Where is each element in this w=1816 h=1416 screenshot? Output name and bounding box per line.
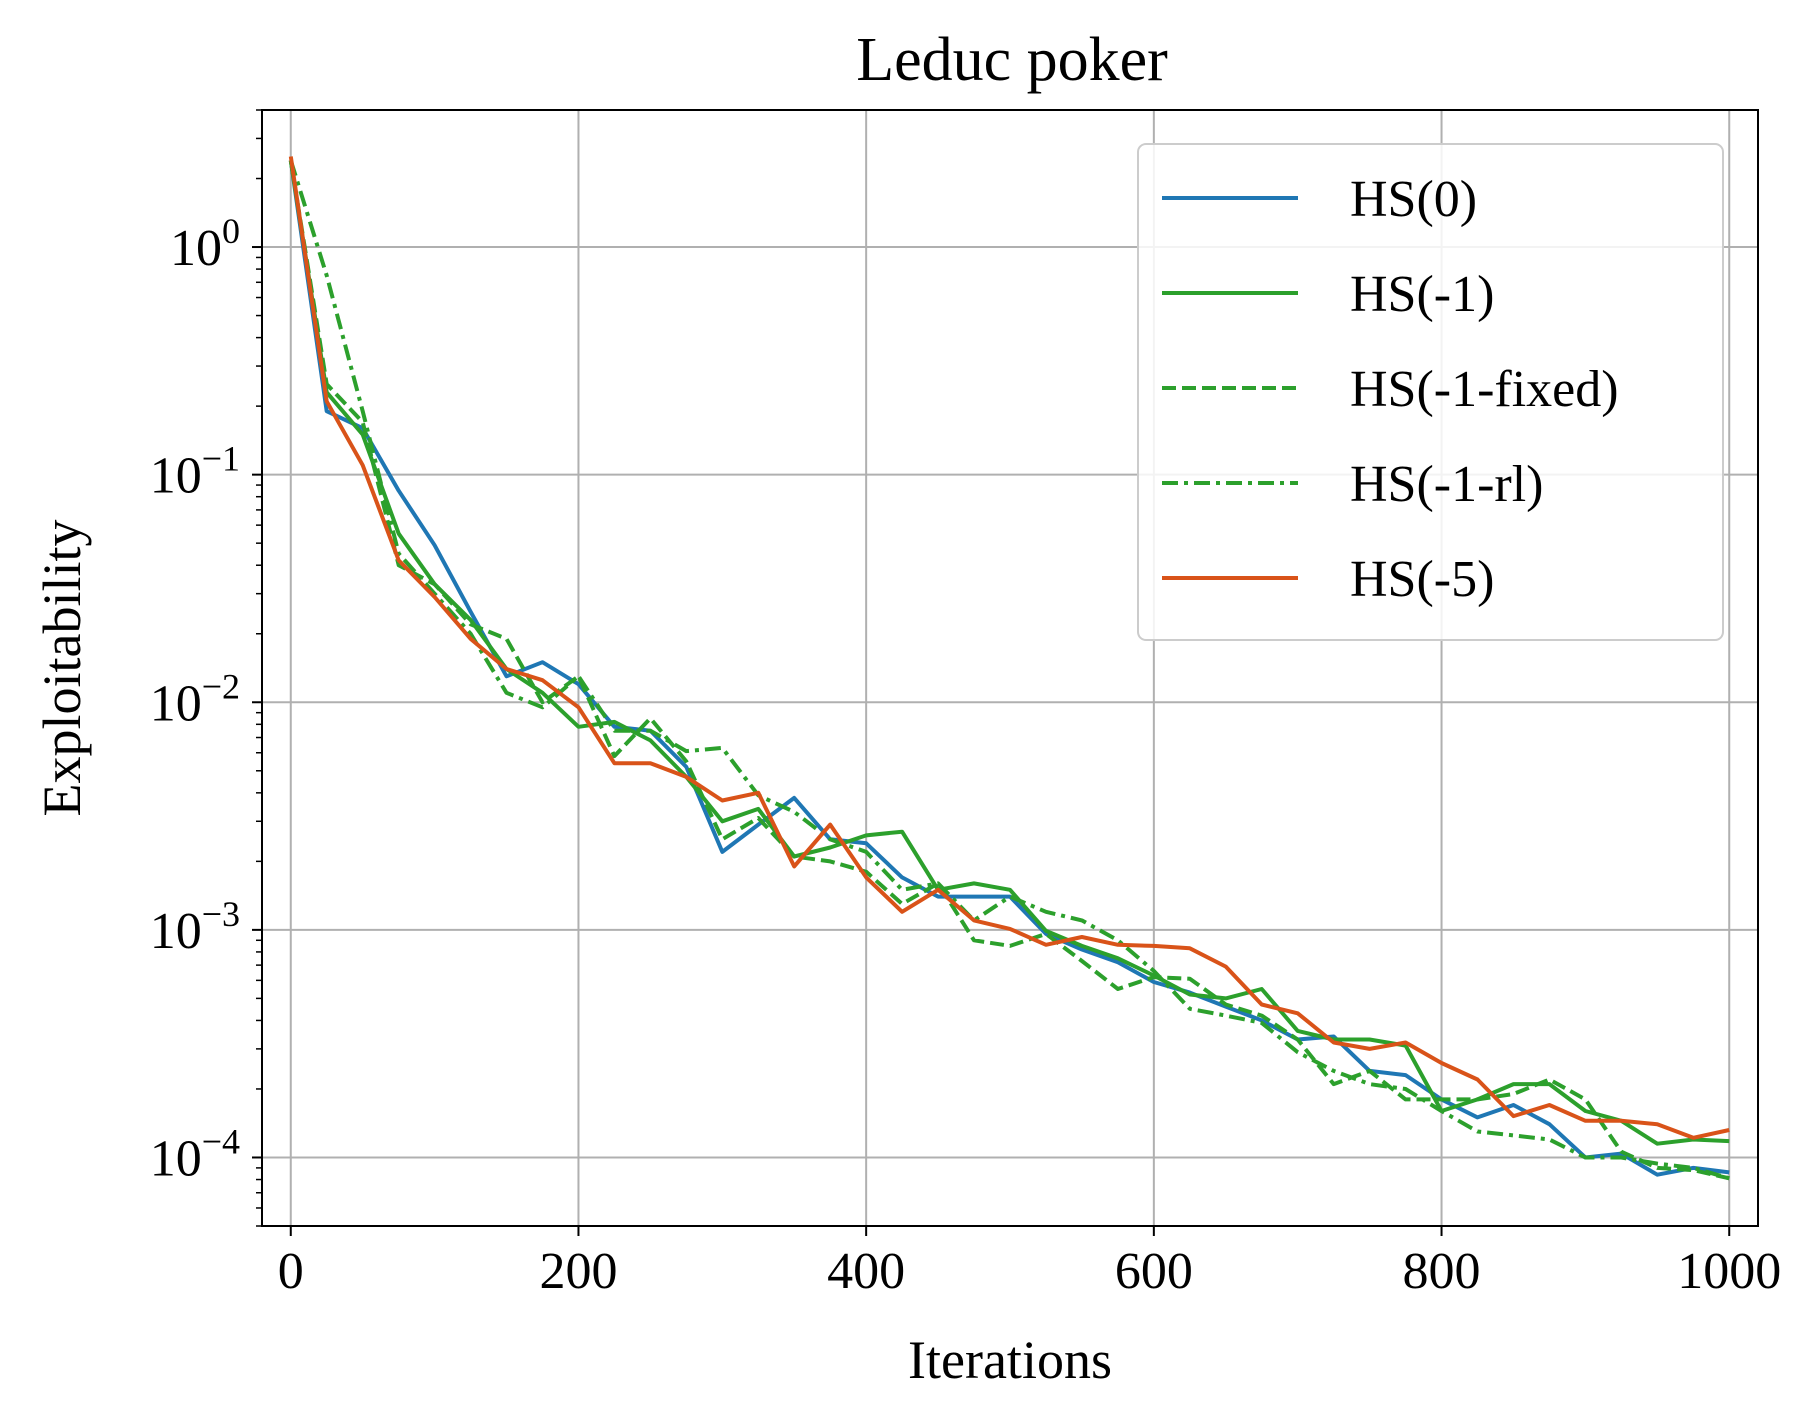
y-tick-label: 100 xyxy=(170,211,240,277)
legend-label-1: HS(-1) xyxy=(1350,266,1494,323)
legend-items: HS(0) HS(-1) HS(-1-fixed) HS(-1-rl) HS(-5) xyxy=(1162,171,1619,608)
legend: HS(0) HS(-1) HS(-1-fixed) HS(-1-rl) HS(-5) xyxy=(1137,143,1724,641)
x-axis-label: Iterations xyxy=(908,1330,1112,1390)
y-axis-label: Exploitability xyxy=(32,520,92,817)
y-tick-label: 10−2 xyxy=(150,666,240,732)
x-tick-label: 200 xyxy=(539,1243,617,1300)
x-tick-label: 0 xyxy=(278,1243,304,1300)
y-tick-label: 10−1 xyxy=(150,439,240,505)
x-tick-label: 400 xyxy=(827,1243,905,1300)
legend-label-4: HS(-5) xyxy=(1350,551,1494,608)
x-tick-label: 800 xyxy=(1403,1243,1481,1300)
legend-box xyxy=(1137,143,1724,641)
x-axis-ticks: 0 200 400 600 800 1000 xyxy=(278,1226,1781,1300)
chart-title: Leduc poker xyxy=(856,26,1168,94)
series-line-2 xyxy=(288,160,1730,1181)
y-axis-ticks: 100 10−1 10−2 10−3 10−4 xyxy=(150,109,262,1227)
x-tick-label: 1000 xyxy=(1677,1243,1781,1300)
plot-area-frame xyxy=(261,109,1759,1227)
y-tick-label: 10−3 xyxy=(150,894,240,960)
series-line-0 xyxy=(288,160,1730,1177)
y-tick-label: 10−4 xyxy=(150,1121,240,1187)
legend-label-0: HS(0) xyxy=(1350,171,1477,228)
series-line-3 xyxy=(288,159,1730,1181)
legend-label-3: HS(-1-rl) xyxy=(1350,456,1544,513)
x-tick-label: 600 xyxy=(1115,1243,1193,1300)
series-lines xyxy=(288,156,1730,1181)
legend-label-2: HS(-1-fixed) xyxy=(1350,361,1619,418)
series-line-4 xyxy=(288,156,1730,1140)
